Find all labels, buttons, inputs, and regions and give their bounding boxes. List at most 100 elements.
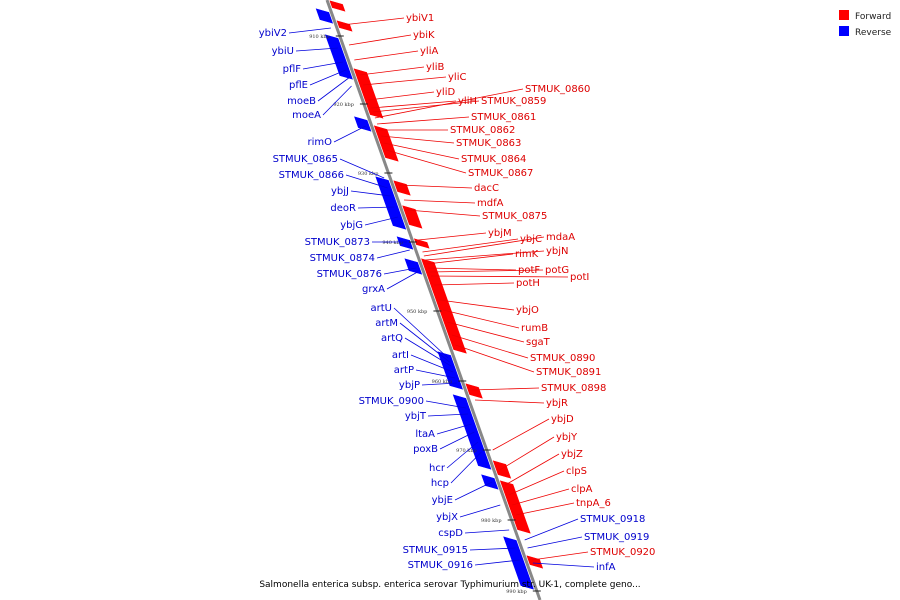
gene-label-rumb: rumB [521,323,548,334]
gene-label-ybiu: ybiU [272,46,294,57]
connector-deor [357,206,395,209]
gene-label-cspd: cspD [438,528,463,539]
gene-label-ltaa: ltaA [415,429,435,440]
gene-label-ybjp: ybjP [399,380,420,391]
gene-label-artm: artM [375,318,398,329]
connector-mdaa [423,236,545,257]
gene-label-stmuk-0875: STMUK_0875 [482,211,547,222]
connector-mdfa [403,199,476,204]
connector-ybjx [459,504,501,518]
gene-label-stmuk-0915: STMUK_0915 [403,545,468,556]
forward-gene-block-4 [392,179,412,197]
gene-label-stmuk-0867: STMUK_0867 [468,168,533,179]
tick-label-0: 910 kbp [309,34,330,40]
connector-dacc [398,184,473,189]
connector-stmuk-0861 [376,116,470,125]
reverse-gene-block-5 [403,257,424,276]
map-caption: Salmonella enterica subsp. enterica sero… [259,580,640,590]
connector-pflf [302,61,344,70]
connector-ybjy [499,436,555,471]
gene-label-artq: artQ [381,333,403,344]
connector-ybjz [504,453,560,486]
gene-label-stmuk-0920: STMUK_0920 [590,547,655,558]
connector-potg [429,269,544,273]
connector-hcp [450,451,482,484]
gene-label-mdfa: mdfA [477,198,504,209]
connector-stmuk-0860 [374,88,524,119]
connector-stmuk-0859 [372,100,480,113]
connector-rumb [442,309,520,329]
connector-stmuk-0875 [407,209,481,217]
gene-label-stmuk-0860: STMUK_0860 [525,84,590,95]
tick-label-4: 950 kbp [407,309,428,315]
connector-stmuk-0916 [474,559,520,566]
reverse-gene-block-7 [451,393,493,471]
gene-label-poti: potI [570,272,589,283]
gene-label-stmuk-0890: STMUK_0890 [530,353,595,364]
forward-gene-block-11 [525,554,545,570]
gene-label-dacc: dacC [474,183,499,194]
forward-gene-block-7 [420,257,468,355]
connector-ltaa [436,423,472,435]
connector-stmuk-0915 [469,547,516,551]
gene-label-stmuk-0863: STMUK_0863 [456,138,521,149]
connector-rimk [426,253,514,265]
tick-label-6: 970 kbp [456,448,477,454]
gene-label-ybjr: ybjR [546,398,568,409]
gene-blocks [314,0,545,591]
gene-label-deor: deoR [330,203,356,214]
connector-stmuk-0920 [531,551,589,561]
connector-arti [410,354,454,373]
connector-stmuk-0890 [451,334,529,359]
gene-label-ylic: yliC [448,72,466,83]
connector-artq [404,337,452,367]
gene-label-artp: artP [394,365,414,376]
legend-reverse-label: Reverse [855,28,892,38]
gene-label-moea: moeA [292,110,321,121]
tick-label-7: 980 kbp [481,518,502,524]
legend-reverse-swatch [839,26,849,36]
tick-label-2: 930 kbp [358,171,379,177]
gene-label-sgat: sgaT [526,337,551,348]
connector-poxb [439,431,475,450]
connector-moeb [317,77,349,102]
connector-ylih [371,100,457,109]
connector-ybik [348,34,412,46]
connector-ylid [368,91,435,101]
connector-ybjo [439,299,515,311]
connector-ybjr [474,399,545,404]
gene-label-stmuk-0898: STMUK_0898 [541,383,606,394]
connector-grxa [386,271,418,290]
gene-label-ybjo: ybjO [516,305,539,316]
connector-stmuk-0900 [425,400,466,409]
gene-label-stmuk-0861: STMUK_0861 [471,112,536,123]
connector-ylia [354,50,419,61]
forward-gene-block-1 [335,19,354,33]
reverse-gene-block-2 [353,115,373,133]
connector-stmuk-0898 [471,387,540,391]
gene-label-stmuk-0866: STMUK_0866 [279,170,344,181]
gene-label-artu: artU [371,303,392,314]
reverse-gene-block-9 [502,535,535,591]
gene-label-stmuk-0918: STMUK_0918 [580,514,645,525]
gene-label-tnpa-6: tnpA_6 [576,498,611,509]
connector-sgat [447,321,525,343]
gene-label-ybiv2: ybiV2 [259,28,287,39]
reverse-gene-block-3 [374,175,408,231]
connector-artp [415,369,456,379]
gene-label-stmuk-0865: STMUK_0865 [273,154,338,165]
connector-rimo [333,125,366,143]
gene-label-stmuk-0862: STMUK_0862 [450,125,515,136]
gene-label-ybiv1: ybiV1 [406,13,434,24]
connector-clps [508,470,565,496]
gene-label-ybjt: ybjT [405,411,427,422]
forward-gene-block-5 [401,204,424,230]
connector-ybjt [427,413,468,417]
forward-gene-block-0 [328,0,347,13]
gene-label-stmuk-0919: STMUK_0919 [584,532,649,543]
tick-label-8: 990 kbp [506,589,527,595]
gene-label-pflf: pflF [283,64,302,75]
genome-backbone [325,0,542,600]
gene-label-ylih: yliH [458,96,477,107]
connector-ylib [359,66,425,76]
